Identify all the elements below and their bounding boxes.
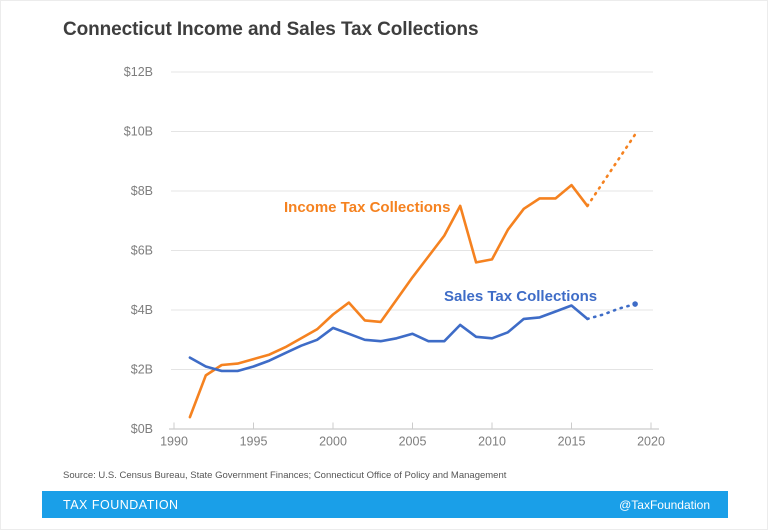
y-tick-label: $4B bbox=[131, 303, 153, 317]
twitter-handle: @TaxFoundation bbox=[619, 497, 710, 512]
line-chart: $0B $2B $4B $6B $8B $10B $12B 1990 1995 2000 2005 2… bbox=[124, 65, 665, 449]
source-note: Source: U.S. Census Bureau, State Govern… bbox=[63, 470, 507, 481]
y-tick-label: $8B bbox=[131, 184, 153, 198]
footer-bar: TAX FOUNDATION @TaxFoundation bbox=[42, 491, 728, 518]
y-tick-label: $0B bbox=[131, 422, 153, 436]
x-tick-label: 1995 bbox=[240, 435, 268, 449]
income-tax-collections-projection--line bbox=[586, 133, 637, 208]
x-tick-label: 2010 bbox=[478, 435, 506, 449]
sales-series-label: Sales Tax Collections bbox=[444, 288, 598, 305]
x-tick-label: 2000 bbox=[319, 435, 347, 449]
x-tick-label: 2015 bbox=[558, 435, 586, 449]
y-tick-label: $2B bbox=[131, 363, 153, 377]
income-series-label: Income Tax Collections bbox=[284, 199, 451, 216]
income-tax-collections-line bbox=[188, 183, 589, 419]
brand-name: TAX FOUNDATION bbox=[63, 497, 179, 512]
sales-tax-collections-line bbox=[188, 304, 589, 373]
x-tick-label: 2005 bbox=[399, 435, 427, 449]
sales-tax-collections-projection--line bbox=[586, 302, 637, 321]
x-tick-label: 1990 bbox=[160, 435, 188, 449]
y-tick-label: $6B bbox=[131, 244, 153, 258]
x-tick-label: 2020 bbox=[637, 435, 665, 449]
y-tick-label: $12B bbox=[124, 65, 153, 79]
y-tick-label: $10B bbox=[124, 125, 153, 139]
chart-title: Connecticut Income and Sales Tax Collect… bbox=[63, 19, 479, 40]
projection-end-dot bbox=[632, 301, 638, 307]
